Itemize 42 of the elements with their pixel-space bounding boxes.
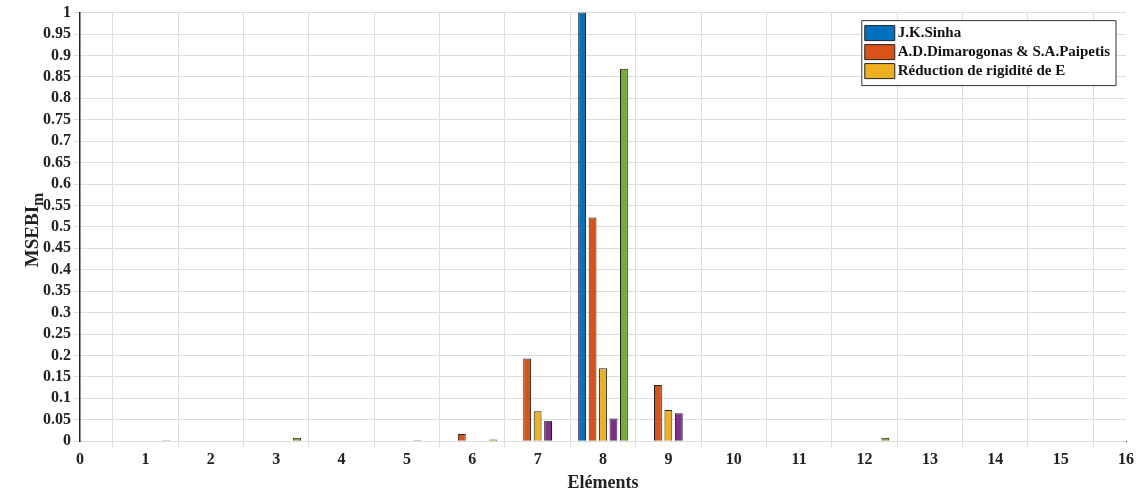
y-tick-label: 0.35: [43, 281, 71, 299]
x-tick-label: 8: [599, 449, 607, 467]
x-tick-label: 3: [272, 449, 281, 467]
x-tick-label: 13: [921, 449, 938, 467]
y-tick-label: 0.6: [51, 174, 71, 192]
legend-label: J.K.Sinha: [897, 24, 962, 41]
x-tick-label: 12: [856, 449, 873, 467]
y-tick-label: 0.8: [51, 88, 71, 106]
y-tick-label: 0.45: [43, 238, 71, 256]
x-axis-title: Eléments: [567, 471, 639, 492]
x-tick-label: 9: [664, 449, 673, 467]
x-tick-label: 16: [1118, 449, 1134, 467]
y-tick-label: 0.3: [51, 302, 71, 320]
x-tick-label: 2: [206, 449, 215, 467]
x-tick-label: 5: [402, 449, 411, 467]
y-tick-label: 0.4: [51, 259, 71, 277]
y-tick-label: 0.65: [43, 152, 71, 170]
y-tick-label: 0.9: [51, 45, 71, 63]
legend-label: A.D.Dimarogonas & S.A.Paipetis: [897, 43, 1111, 60]
y-tick-label: 0.55: [43, 195, 71, 213]
y-tick-label: 0.25: [43, 324, 71, 342]
x-tick-label: 7: [533, 449, 542, 467]
y-tick-label: 0.85: [43, 67, 71, 85]
y-tick-label: 0.2: [51, 345, 71, 363]
y-tick-label: 0.75: [43, 109, 71, 127]
x-tick-label: 11: [791, 449, 807, 467]
x-tick-label: 4: [337, 449, 346, 467]
x-tick-label: 14: [987, 449, 1004, 467]
x-tick-label: 0: [76, 449, 84, 467]
x-tick-label: 1: [141, 449, 150, 467]
y-tick-label: 0.15: [43, 367, 71, 385]
y-tick-label: 0.05: [43, 409, 71, 427]
x-tick-label: 15: [1052, 449, 1069, 467]
y-tick-label: 1: [63, 2, 71, 20]
y-tick-label: 0.5: [51, 217, 71, 235]
x-tick-label: 6: [468, 449, 477, 467]
legend-label: Réduction de rigidité de E: [897, 62, 1066, 79]
y-tick-label: 0.7: [51, 131, 71, 149]
y-tick-label: 0.95: [43, 24, 71, 42]
y-tick-label: 0.1: [51, 388, 71, 406]
y-tick-label: 0: [63, 431, 71, 449]
x-tick-label: 10: [725, 449, 742, 467]
